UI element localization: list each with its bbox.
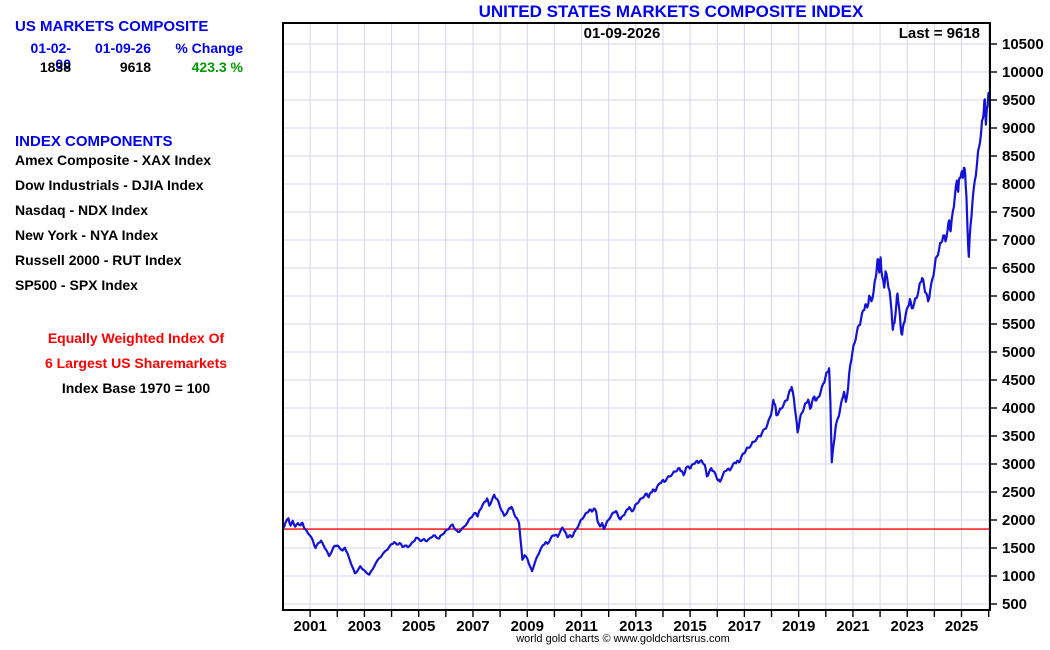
chart-footer: world gold charts © www.goldchartsrus.co… — [516, 633, 730, 645]
component-item: New York - NYA Index — [15, 227, 159, 243]
sidebar-title: US MARKETS COMPOSITE — [15, 18, 209, 35]
y-tick-label: 4000 — [1002, 400, 1035, 417]
start-date-label: 01-02-00 — [30, 40, 71, 72]
x-axis-labels: 2001 2003 2005 2007 2009 2011 2013 2015 2017 2019… — [293, 618, 978, 635]
pct-change-value: 423.3 % — [191, 59, 243, 75]
start-value: 1838 — [39, 59, 71, 75]
y-tick-label: 6000 — [1002, 288, 1035, 305]
price-line — [281, 91, 991, 576]
y-tick-label: 500 — [1002, 596, 1027, 613]
y-tick-label: 7500 — [1002, 204, 1035, 221]
y-tick-label: 9000 — [1002, 120, 1035, 137]
x-tick-label: 2017 — [728, 618, 761, 635]
equal-weight-note-line1: Equally Weighted Index Of — [47, 330, 225, 346]
axis-ticks — [309, 43, 997, 617]
components-list: Amex Composite - XAX Index Dow Industrial… — [15, 148, 211, 298]
y-tick-label: 3000 — [1002, 456, 1035, 473]
x-tick-label: 2001 — [293, 618, 326, 635]
date-annotation: 01-09-2026 — [584, 25, 661, 42]
y-tick-label: 7000 — [1002, 232, 1035, 249]
y-tick-label: 10000 — [1002, 64, 1044, 81]
y-tick-label: 8000 — [1002, 176, 1035, 193]
y-tick-label: 10500 — [1002, 36, 1044, 53]
summary-values-row: 1838 9618 423.3 % — [15, 59, 255, 75]
y-tick-label: 6500 — [1002, 260, 1035, 277]
x-tick-label: 2025 — [945, 618, 978, 635]
x-tick-label: 2009 — [511, 618, 544, 635]
y-tick-label: 9500 — [1002, 92, 1035, 109]
y-tick-label: 8500 — [1002, 148, 1035, 165]
components-title: INDEX COMPONENTS — [15, 133, 173, 150]
x-tick-label: 2007 — [456, 618, 489, 635]
x-tick-label: 2015 — [673, 618, 706, 635]
end-value: 9618 — [119, 59, 151, 75]
component-item: Russell 2000 - RUT Index — [15, 252, 182, 268]
last-value-annotation: Last = 9618 — [899, 25, 980, 42]
summary-header-row: 01-02-00 01-09-26 % Change — [15, 40, 255, 72]
component-item: Nasdaq - NDX Index — [15, 202, 149, 218]
x-tick-label: 2021 — [836, 618, 869, 635]
equal-weight-note-line2: 6 Largest US Sharemarkets — [44, 355, 228, 371]
end-date-label: 01-09-26 — [94, 40, 151, 56]
plot-border — [282, 22, 991, 611]
component-item: Dow Industrials - DJIA Index — [15, 177, 204, 193]
y-axis-labels: 500 1000 1500 2000 2500 3000 3500 4000 4500 5000 5… — [1002, 36, 1044, 613]
chart-title: UNITED STATES MARKETS COMPOSITE INDEX — [478, 2, 864, 21]
y-tick-label: 5000 — [1002, 344, 1035, 361]
index-base-note: Index Base 1970 = 100 — [61, 380, 211, 396]
grid-lines — [283, 23, 990, 610]
component-item: Amex Composite - XAX Index — [15, 152, 212, 168]
y-tick-label: 1000 — [1002, 568, 1035, 585]
y-tick-label: 1500 — [1002, 540, 1035, 557]
x-tick-label: 2003 — [348, 618, 381, 635]
x-tick-label: 2023 — [891, 618, 924, 635]
component-item: SP500 - SPX Index — [15, 277, 138, 293]
x-tick-label: 2005 — [402, 618, 435, 635]
x-tick-label: 2011 — [565, 618, 598, 635]
sidebar: US MARKETS COMPOSITE 01-02-00 01-09-26 %… — [0, 0, 280, 650]
y-tick-label: 4500 — [1002, 372, 1035, 389]
x-tick-label: 2019 — [782, 618, 815, 635]
y-tick-label: 5500 — [1002, 316, 1035, 333]
y-tick-label: 2500 — [1002, 484, 1035, 501]
y-tick-label: 2000 — [1002, 512, 1035, 529]
pct-change-header: % Change — [175, 40, 243, 56]
y-tick-label: 3500 — [1002, 428, 1035, 445]
x-tick-label: 2013 — [619, 618, 652, 635]
